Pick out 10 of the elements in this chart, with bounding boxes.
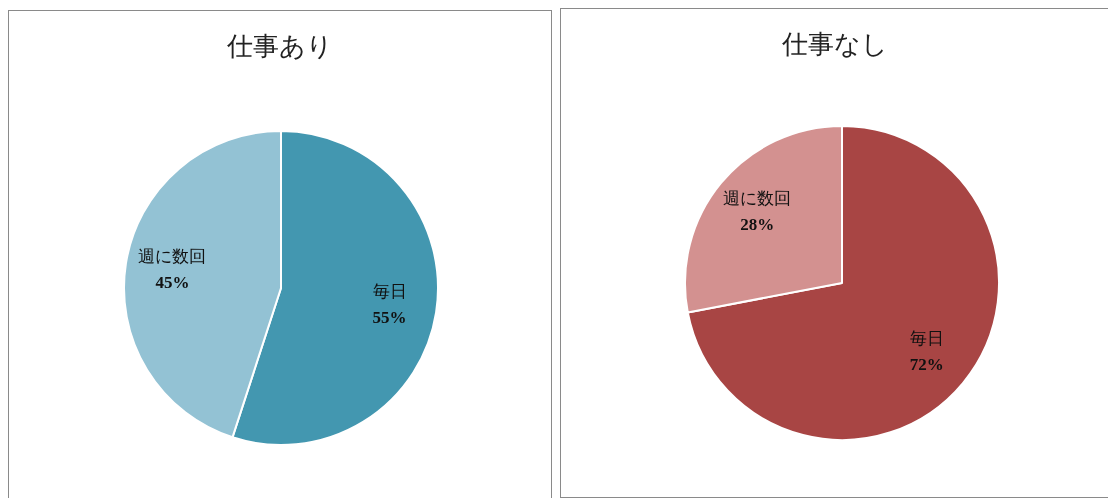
- slice-label: 毎日: [372, 280, 407, 301]
- data-label: 28%: [740, 215, 775, 235]
- chart-title: 仕事あり: [226, 30, 334, 63]
- slice-label: 毎日: [909, 328, 944, 349]
- data-label: 72%: [909, 355, 944, 375]
- slice-label: 週に数回: [723, 188, 792, 209]
- data-label: 45%: [155, 273, 190, 293]
- chart-title: 仕事なし: [780, 28, 889, 61]
- data-label: 55%: [372, 307, 407, 327]
- slice-label: 週に数回: [138, 246, 207, 267]
